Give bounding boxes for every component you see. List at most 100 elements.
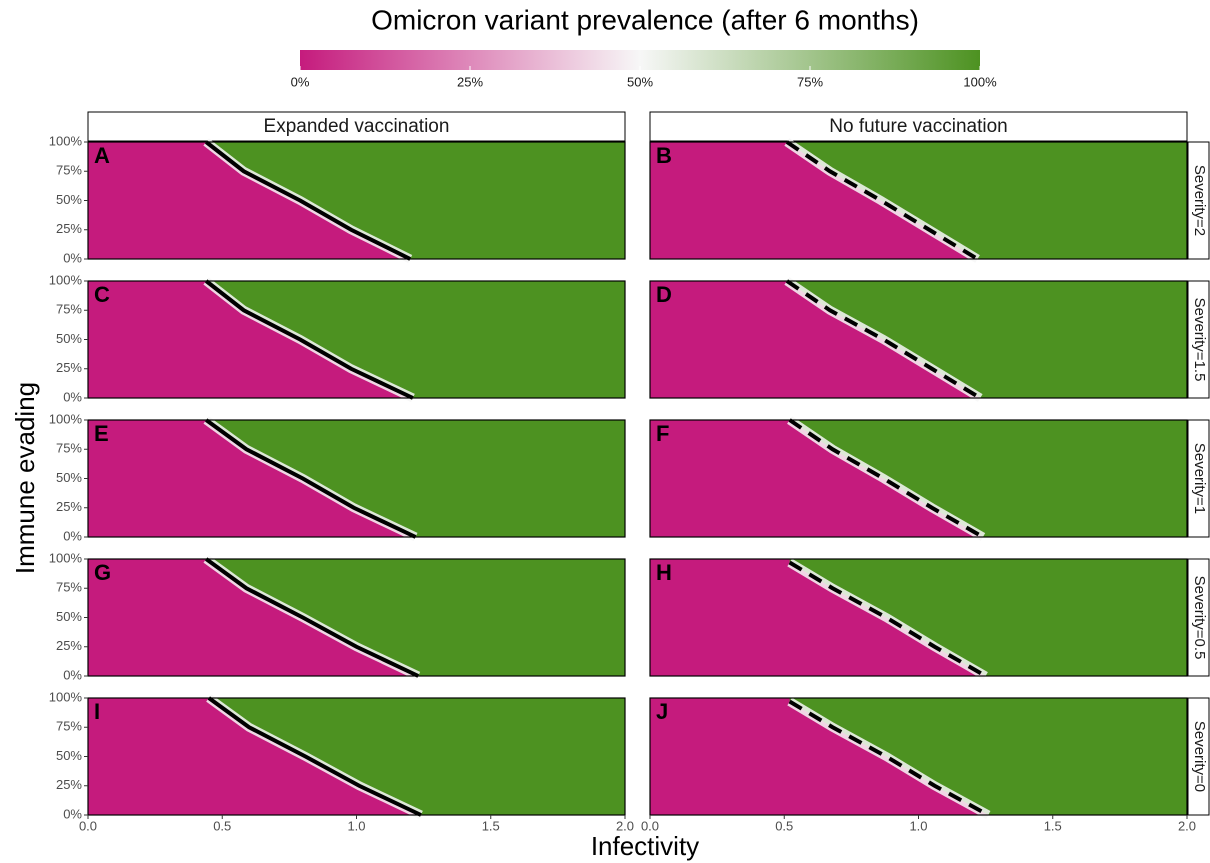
y-tick-label: 25% (56, 638, 82, 653)
x-tick-label: 0.5 (213, 818, 231, 833)
threshold-line (204, 279, 414, 400)
region-high (206, 559, 625, 676)
y-tick-label: 100% (49, 411, 83, 426)
threshold-line (204, 418, 417, 539)
y-tick-label: 50% (56, 470, 82, 485)
threshold-line (788, 418, 984, 539)
y-tick-label: 0% (63, 528, 82, 543)
panel: G (87, 555, 626, 681)
panel: H (649, 558, 1188, 680)
colorbar-tick-label: 0% (291, 74, 310, 89)
row-strip-label: Severity=0 (1191, 721, 1208, 792)
region-high (786, 281, 1187, 398)
panel-label: A (94, 143, 110, 168)
panel: C (87, 277, 626, 403)
x-tick-label: 0.0 (641, 818, 659, 833)
row-strip-label: Severity=2 (1191, 165, 1208, 236)
y-tick-label: 25% (56, 499, 82, 514)
x-tick-label: 1.5 (1044, 818, 1062, 833)
y-tick-label: 100% (49, 133, 83, 148)
panel-border (649, 558, 1188, 677)
panel: J (649, 697, 1188, 819)
y-tick-label: 100% (49, 272, 83, 287)
x-tick-label: 1.0 (909, 818, 927, 833)
panel: E (87, 416, 626, 542)
threshold-line (788, 560, 987, 678)
region-high (789, 420, 1187, 537)
strip (1187, 419, 1210, 538)
x-tick-label: 0.0 (79, 818, 97, 833)
chart-title: Omicron variant prevalence (after 6 mont… (371, 4, 919, 35)
x-tick-label: 1.5 (482, 818, 500, 833)
strip (1187, 280, 1210, 399)
y-tick-label: 100% (49, 689, 83, 704)
y-tick-label: 25% (56, 360, 82, 375)
y-tick-label: 0% (63, 250, 82, 265)
y-tick-label: 0% (63, 667, 82, 682)
threshold-line (204, 140, 412, 261)
y-tick-label: 25% (56, 221, 82, 236)
threshold-line (785, 140, 979, 261)
strip (1187, 558, 1210, 677)
panel-label: J (656, 699, 668, 724)
y-tick-label: 75% (56, 580, 82, 595)
y-tick-label: 25% (56, 777, 82, 792)
panel-label: H (656, 560, 672, 585)
x-axis-label: Infectivity (591, 831, 699, 861)
y-tick-label: 75% (56, 441, 82, 456)
colorbar-tick-label: 50% (627, 74, 653, 89)
colorbar (300, 50, 980, 70)
row-strip-label: Severity=1.5 (1191, 298, 1208, 382)
panel-label: D (656, 282, 672, 307)
region-high (208, 698, 625, 815)
y-tick-label: 50% (56, 748, 82, 763)
strip (1187, 141, 1210, 260)
x-tick-label: 0.5 (775, 818, 793, 833)
y-tick-label: 50% (56, 331, 82, 346)
panel-label: B (656, 143, 672, 168)
y-tick-label: 50% (56, 192, 82, 207)
panel: I (87, 694, 626, 820)
panel-label: F (656, 421, 669, 446)
y-tick-label: 0% (63, 806, 82, 821)
x-tick-label: 2.0 (616, 818, 634, 833)
panel-label: C (94, 282, 110, 307)
strip (1187, 697, 1210, 816)
threshold-line (207, 696, 422, 817)
y-axis-label: Immune evading (10, 382, 40, 574)
x-tick-label: 2.0 (1178, 818, 1196, 833)
y-tick-label: 75% (56, 719, 82, 734)
panel: B (649, 138, 1188, 263)
region-high (206, 420, 625, 537)
panel: F (649, 416, 1188, 541)
panel: D (649, 277, 1188, 402)
row-strip-label: Severity=0.5 (1191, 576, 1208, 660)
region-high (206, 281, 625, 398)
panel: A (87, 138, 626, 264)
region-high (206, 142, 625, 259)
colorbar-tick-label: 100% (963, 74, 997, 89)
column-strip-label: No future vaccination (829, 116, 1008, 137)
region-high (786, 142, 1187, 259)
row-strip-label: Severity=1 (1191, 443, 1208, 514)
threshold-line (204, 557, 420, 678)
threshold-line (785, 279, 982, 400)
threshold-line (788, 699, 990, 817)
strip (87, 111, 626, 142)
colorbar-tick-label: 75% (797, 74, 823, 89)
panel-label: I (94, 699, 100, 724)
y-tick-label: 75% (56, 302, 82, 317)
panel-border (649, 141, 1188, 260)
strip (649, 111, 1188, 142)
y-tick-label: 0% (63, 389, 82, 404)
panel-border (649, 419, 1188, 538)
y-tick-label: 75% (56, 163, 82, 178)
column-strip-label: Expanded vaccination (264, 116, 450, 137)
panel-label: G (94, 560, 111, 585)
colorbar-tick-label: 25% (457, 74, 483, 89)
y-tick-label: 100% (49, 550, 83, 565)
region-high (789, 698, 1187, 815)
region-high (789, 559, 1187, 676)
panel-label: E (94, 421, 109, 446)
